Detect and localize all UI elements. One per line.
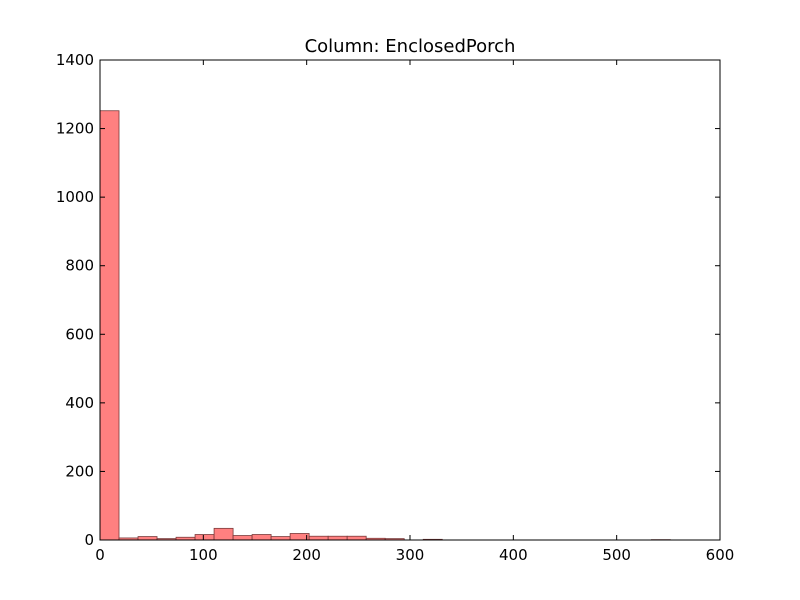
x-tick-label: 400 <box>499 546 528 564</box>
x-tick-label: 500 <box>602 546 631 564</box>
y-tick-label: 600 <box>65 325 94 343</box>
y-tick-label: 800 <box>65 257 94 275</box>
x-tick-label: 200 <box>292 546 321 564</box>
x-axis: 0 100 200 300 400 500 600 <box>95 60 734 564</box>
y-tick-label: 1200 <box>56 120 94 138</box>
histogram-bar <box>137 536 158 541</box>
histogram-bar <box>194 534 215 541</box>
plot-frame <box>99 59 721 541</box>
histogram-bar <box>346 535 367 541</box>
y-tick-label: 200 <box>65 462 94 480</box>
y-tick-label: 1000 <box>56 188 94 206</box>
y-tick-label: 0 <box>84 531 94 549</box>
histogram-bar <box>270 536 291 541</box>
x-tick-label: 0 <box>95 546 105 564</box>
histogram-bar <box>308 535 329 541</box>
bars-group <box>99 110 671 541</box>
histogram-bar <box>327 535 348 541</box>
x-tick-label: 100 <box>189 546 218 564</box>
histogram-bar <box>213 527 234 541</box>
x-tick-label: 300 <box>396 546 425 564</box>
y-axis: 0 200 400 600 800 1000 1200 1400 <box>56 51 720 549</box>
x-tick-label: 600 <box>706 546 735 564</box>
histogram-bar <box>251 534 272 541</box>
histogram-bar <box>99 110 120 541</box>
y-tick-label: 1400 <box>56 51 94 69</box>
chart-title: Column: EnclosedPorch <box>305 36 516 57</box>
histogram-bar <box>232 535 253 541</box>
y-tick-label: 400 <box>65 394 94 412</box>
